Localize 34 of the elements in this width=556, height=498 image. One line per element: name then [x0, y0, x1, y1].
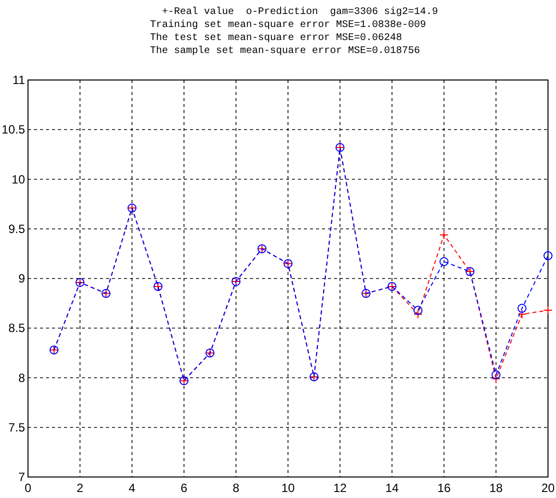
y-tick-label: 7.5	[8, 420, 26, 434]
text: Training set mean-square error MSE=1.0838e-009	[150, 19, 426, 31]
point	[492, 374, 500, 384]
point	[544, 306, 552, 315]
y-tick-label: 10.5	[2, 122, 26, 137]
point	[414, 310, 422, 319]
x-tick-label: 0	[24, 481, 32, 495]
y-tick-label: 11	[12, 73, 26, 87]
x-tick-label: 16	[437, 481, 451, 495]
point	[492, 370, 500, 380]
point	[440, 230, 448, 240]
x-tick-label: 8	[232, 481, 240, 495]
x-tick-label: 4	[128, 481, 136, 495]
text: The sample set mean-square error MSE=0.018756	[150, 45, 420, 57]
x-tick-label: 14	[385, 481, 399, 495]
x-tick-label: 12	[333, 481, 347, 495]
x-tick-label: 10	[281, 481, 295, 495]
x-tick-label: 2	[76, 481, 84, 495]
text: The test set mean-square error MSE=0.06248	[150, 32, 402, 44]
x-tick-label: 18	[489, 481, 503, 495]
y-tick-label: 9	[18, 272, 26, 286]
point	[518, 310, 526, 319]
point	[414, 306, 422, 315]
point	[518, 304, 526, 313]
x-tick-label: 20	[541, 481, 555, 495]
y-tick-label: 8	[18, 370, 26, 385]
x-tick-label: 6	[180, 481, 188, 495]
point	[544, 251, 552, 260]
chart-title: +-Real value o-Prediction gam=3306 sig2=14.9	[162, 6, 438, 18]
y-tick-label: 10	[12, 172, 26, 186]
y-tick-label: 8.5	[8, 321, 26, 336]
point	[440, 257, 448, 266]
y-tick-label: 7	[18, 470, 26, 484]
y-tick-label: 9.5	[8, 222, 26, 236]
